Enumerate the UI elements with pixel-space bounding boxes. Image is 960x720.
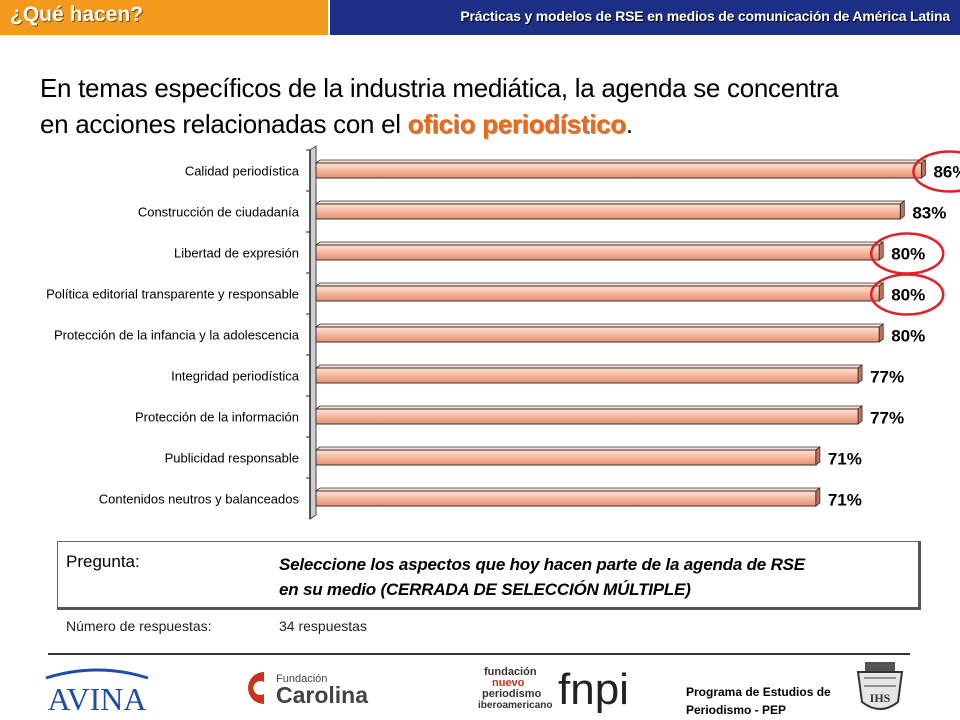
- value-label: 86%: [933, 163, 960, 182]
- headline-line-2-suffix: .: [625, 109, 633, 139]
- avina-logo: AVINA: [45, 668, 149, 716]
- bar: [315, 285, 880, 302]
- carolina-bottom-text: Carolina: [276, 682, 368, 708]
- fundacion-carolina-logo: Fundación Carolina: [248, 672, 368, 708]
- headline-highlight: oficio periodístico: [407, 109, 627, 139]
- highlight-circle: [912, 150, 960, 193]
- footer-divider: [48, 653, 910, 655]
- bar-end-face: [921, 159, 926, 179]
- category-label: Calidad periodística: [185, 164, 300, 179]
- section-title: ¿Qué hacen?: [10, 3, 144, 26]
- category-label: Contenidos neutros y balanceados: [99, 492, 300, 507]
- value-label: 77%: [870, 368, 904, 387]
- bar-end-face: [878, 282, 884, 302]
- fnpi-line-2: nuevo: [492, 677, 525, 689]
- category-label: Protección de la infancia y la adolescen…: [54, 328, 300, 343]
- category-label: Libertad de expresión: [174, 246, 299, 261]
- value-label: 83%: [912, 204, 946, 223]
- bar-end-face: [899, 200, 905, 220]
- category-label: Construcción de ciudadanía: [138, 205, 300, 220]
- bar-end-face: [815, 487, 821, 507]
- value-label: 80%: [891, 327, 925, 346]
- question-box: Pregunta: Seleccione los aspectos que ho…: [57, 541, 921, 610]
- bar-chart: Calidad periodística 86% Construcción de c…: [46, 145, 960, 520]
- bar-end-face: [857, 405, 863, 425]
- bar: [315, 203, 901, 220]
- bar: [315, 490, 817, 507]
- value-label: 77%: [870, 409, 904, 428]
- chart-axis-wall: [309, 145, 317, 520]
- category-label: Publicidad responsable: [165, 451, 299, 466]
- bar: [315, 408, 859, 425]
- university-seal-logo: IHS: [856, 662, 904, 710]
- highlight-circle: [869, 273, 945, 316]
- slide-headline: En temas específicos de la industria med…: [40, 70, 940, 142]
- value-label: 71%: [828, 491, 862, 510]
- headline-line-2: en acciones relacionadas con el oficio p…: [40, 106, 940, 142]
- bar: [315, 326, 880, 343]
- header-section-tab: ¿Qué hacen?: [0, 0, 330, 35]
- fnpi-line-4: iberoamericano: [478, 700, 552, 711]
- category-label: Política editorial transparente y respon…: [46, 287, 299, 302]
- bar-end-face: [857, 364, 863, 384]
- headline-line-2-prefix: en acciones relacionadas con el: [40, 109, 408, 139]
- category-label: Integridad periodística: [171, 369, 300, 384]
- bar-end-face: [878, 241, 884, 261]
- bar: [315, 367, 859, 384]
- value-label: 80%: [891, 286, 925, 305]
- responses-value: 34 respuestas: [279, 618, 367, 634]
- fnpi-logo: fundación nuevo periodismo iberoamerican…: [478, 665, 629, 714]
- bar: [315, 449, 817, 466]
- program-line-1: Programa de Estudios de: [686, 685, 831, 699]
- bar: [315, 162, 922, 179]
- question-text: Seleccione los aspectos que hoy hacen pa…: [279, 552, 909, 602]
- bar-end-face: [878, 323, 884, 343]
- header-bar: ¿Qué hacen? Prácticas y modelos de RSE e…: [0, 0, 960, 35]
- category-label: Protección de la información: [135, 410, 299, 425]
- avina-logo-text: AVINA: [48, 681, 147, 716]
- presentation-subtitle: Prácticas y modelos de RSE en medios de …: [460, 8, 950, 24]
- question-text-line-2: en su medio (CERRADA DE SELECCIÓN MÚLTIP…: [279, 580, 691, 599]
- question-text-line-1: Seleccione los aspectos que hoy hacen pa…: [279, 555, 805, 574]
- fnpi-line-1: fundación: [484, 666, 537, 678]
- bar-end-face: [815, 446, 821, 466]
- program-name: Programa de Estudios de Periodismo - PEP: [686, 683, 831, 719]
- seal-text: IHS: [870, 691, 891, 705]
- carolina-top-text: Fundación: [276, 673, 327, 685]
- bar: [315, 244, 880, 261]
- responses-label: Número de respuestas:: [66, 618, 212, 634]
- program-line-2: Periodismo - PEP: [686, 703, 787, 717]
- value-label: 80%: [891, 245, 925, 264]
- headline-line-1: En temas específicos de la industria med…: [40, 73, 839, 103]
- question-label: Pregunta:: [66, 552, 140, 571]
- fnpi-mark: fnpi: [558, 665, 629, 714]
- value-label: 71%: [828, 450, 862, 469]
- fnpi-line-3: periodismo: [482, 688, 542, 700]
